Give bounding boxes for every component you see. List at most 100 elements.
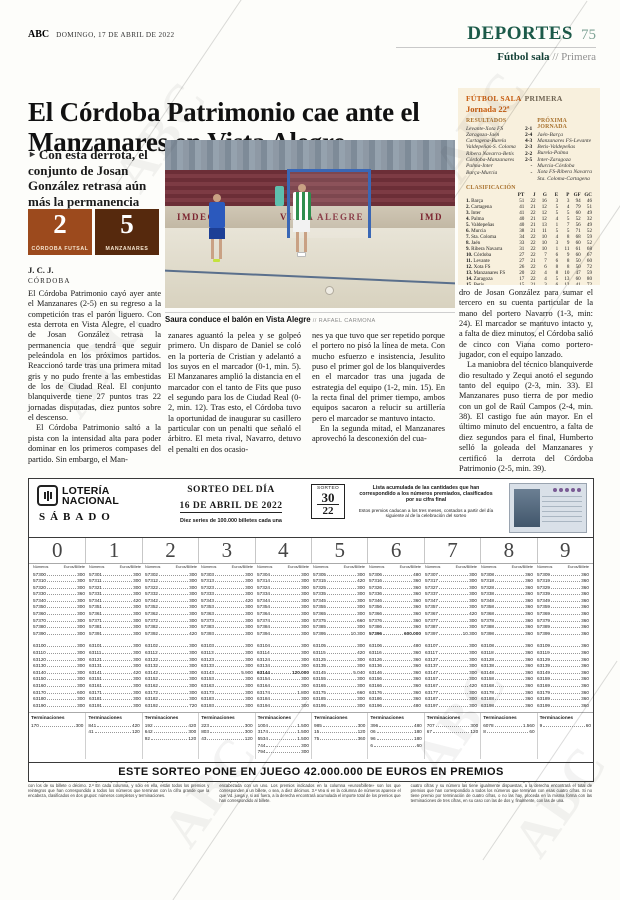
lottery-number-cell: 63105 300 [313,643,365,649]
lottery-number-cell: 57337 300 [425,591,477,597]
lottery-number-cell: 57376 360 [369,617,421,623]
article-paragraph: La maniobra del técnico blanquiverde dio… [459,360,593,473]
lottery-number-cell: 57345 300 [313,597,365,603]
lottery-number-cell: 57349 360 [537,597,589,603]
lottery-number-cell: 63172 300 [145,689,197,695]
lottery-number-cell: 57391 300 [89,630,141,636]
lottery-number-cell: 63103 300 [201,643,253,649]
terminacion-cell: 06 180 [370,729,422,735]
lottery-number-cell: 63136 360 [369,663,421,669]
lottery-number-cell: 63191 300 [89,702,141,708]
terminaciones-column: Terminaciones 6078 1.560 8 60 [480,712,536,759]
sorteo-label: SORTEO [317,486,339,491]
loteria-nacional-logo-icon [37,485,58,506]
lottery-number-cell: 57377 300 [425,617,477,623]
lottery-number-cell: 63132 300 [145,663,197,669]
lottery-number-cell: 57316 360 [369,578,421,584]
lottery-number-cell: 63159 360 [537,676,589,682]
ad-board-text: IMDECO [177,212,224,222]
terminacion-cell: 642 300 [144,729,197,735]
lottery-number-cell: 57355 300 [313,604,365,610]
byline-block: J. C. J. CÓRDOBA [28,265,71,286]
lottery-row: 57330 360 57331 300 57332 300 57333 300 57334 300… [31,591,591,598]
lottery-number-cell: 63199 360 [537,702,589,708]
lottery-number-cell: 63106 480 [369,643,421,649]
lottery-number-cell: 63160 300 [33,683,85,688]
terminacion-cell: 6 60 [370,742,422,748]
ticket-area [503,479,593,537]
lottery-number-cell: 57300 300 [33,571,85,577]
lottery-number-cell: 57304 300 [257,571,309,577]
lottery-number-cell: 57385 300 [313,624,365,630]
lottery-number-cell: 63171 300 [89,689,141,695]
ticket-text-lines [542,496,582,526]
lottery-number-cell: 57359 360 [537,604,589,610]
fixture-row: Murcia-Córdoba [537,162,575,169]
lottery-number-cell: 63113 300 [201,650,253,656]
sorteo-year: 22 [322,505,334,517]
masthead-right: DEPORTES 75 Fútbol sala // Primera [396,23,596,63]
lottery-number-cell: 57375 660 [313,617,365,623]
lottery-number-cell: 57346 360 [369,597,421,603]
lottery-number-cell: 57384 300 [257,624,309,630]
lottery-number-cell: 57348 360 [481,597,533,603]
lottery-number-cell: 63153 300 [201,676,253,682]
article-col-2: zanares aguantó la pelea y se golpeó pri… [168,331,301,471]
list-note-main: Lista acumulada de las cantidades que ha… [359,485,493,504]
lottery-number-cell: 57330 360 [33,591,85,597]
clasificacion-header: CLASIFICACIÓN [466,184,516,191]
digit-header: 3 [198,538,254,563]
article-paragraph: nes ya que tuvo que ser repetido porque … [312,331,445,423]
standings-row: 14. Zaragoza 17 22 4 5 13 60 80 [466,276,592,283]
result-row: Palma-Inter - [466,163,533,170]
standings-row: 3. Inter 41 22 12 5 5 60 49 [466,210,592,217]
lottery-number-cell: 57367 420 [425,611,477,617]
lottery-number-cell: 63115 420 [313,650,365,656]
lottery-number-cell: 57325 300 [313,584,365,590]
draw-day: SÁBADO [39,511,115,523]
lottery-number-cell: 63119 360 [537,650,589,656]
lottery-ticket-image [509,483,587,533]
lottery-number-cell: 63162 300 [145,683,197,688]
digit-header: 4 [254,538,311,563]
lottery-number-cell: 57371 300 [89,617,141,623]
lottery-number-cell: 63126 360 [369,656,421,662]
terminaciones-row: Terminaciones 170 300 Terminaciones 841 420 41… [29,711,593,762]
lottery-number-cell: 63144 120.000 [257,669,309,675]
standings-row: 9. Ribera Navarra 31 22 10 1 11 61 68 [466,246,592,253]
standings-row: 5. Valdepeñas 40 21 13 1 7 56 49 [466,222,592,229]
lottery-number-cell: 63130 300 [33,663,85,669]
lottery-number-cell: 63110 300 [33,650,85,656]
terminacion-cell: 170 300 [31,722,84,728]
lottery-row: 63150 300 63151 300 63152 300 63153 300 63154 300… [31,676,591,683]
lottery-number-cell: 63142 300 [145,669,197,675]
paper-logo: ABC [28,29,50,40]
lottery-number-cell: 57357 300 [425,604,477,610]
lottery-number-cell: 57307 300 [425,571,477,577]
lottery-number-cell: 63129 360 [537,656,589,662]
lottery-number-cell: 63117 300 [425,650,477,656]
lottery-row: 57340 300 57341 420 57342 300 57343 420 57344 300… [31,597,591,604]
lottery-row: 57320 300 57321 300 57322 300 57323 300 57324 300… [31,584,591,591]
player-shorts [208,228,225,239]
column-subheader: Números Euros/Billete [369,565,421,569]
lottery-number-cell: 57362 300 [145,611,197,617]
terminacion-cell: 96 180 [370,736,422,742]
lottery-number-cell: 63154 300 [257,676,309,682]
lottery-number-cell: 63152 300 [145,676,197,682]
lottery-number-cell: 63133 300 [201,663,253,669]
lottery-number-cell: 57306 480 [369,571,421,577]
lottery-number-cell: 57365 300 [313,611,365,617]
league-sidebar: FÚTBOL SALA PRIMERA Jornada 22ª RESULTADO… [458,88,600,285]
lottery-number-cell: 63178 360 [481,689,533,695]
lottery-number-cell: 57369 360 [537,611,589,617]
terminaciones-label: Terminaciones [539,715,574,721]
player-head [297,184,306,192]
terminacion-cell: 41 120 [88,729,140,735]
terminacion-cell: 5534 1.500 [257,736,309,742]
lottery-number-cell: 63169 360 [537,683,589,688]
lottery-number-cell: 63120 300 [33,656,85,662]
team-name: MANZANARES [105,246,149,252]
article-paragraph: zanares aguantó la pelea y se golpeó pri… [168,331,301,454]
standings-row: 15. Betis152136124172 [466,282,592,285]
